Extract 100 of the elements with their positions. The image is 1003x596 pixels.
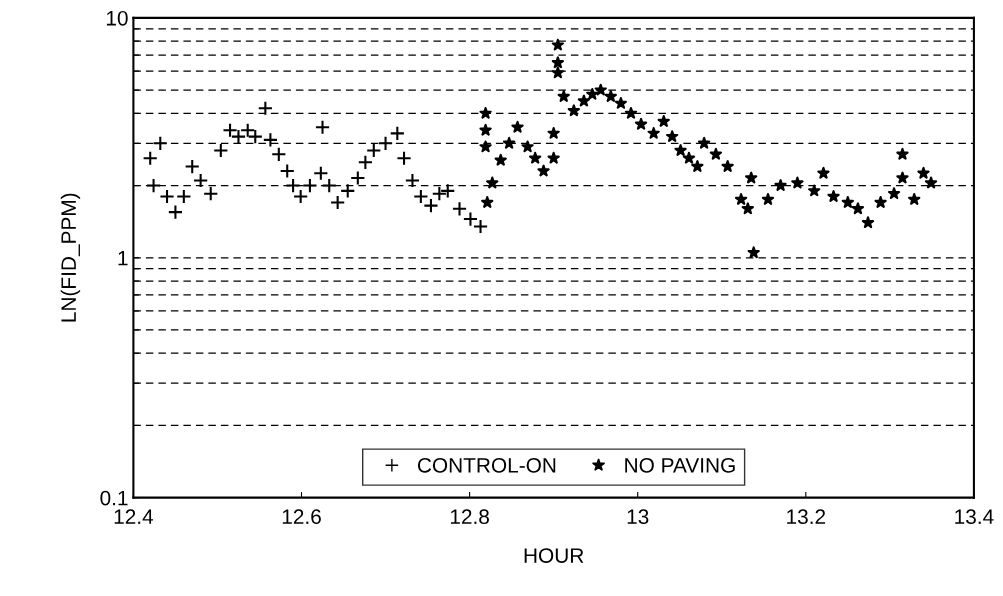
point <box>887 187 901 200</box>
point <box>302 177 318 194</box>
point <box>851 202 865 215</box>
point <box>917 166 930 179</box>
point <box>396 150 412 166</box>
point <box>647 126 660 139</box>
point <box>745 171 758 184</box>
point <box>314 119 331 135</box>
point <box>285 177 301 194</box>
point <box>529 151 542 164</box>
point <box>486 176 499 189</box>
point <box>614 96 628 109</box>
point <box>586 87 599 100</box>
x-tick-label: 12.8 <box>450 509 489 525</box>
point <box>313 165 329 181</box>
point <box>924 176 938 189</box>
x-tick-label: 12.6 <box>282 509 321 525</box>
point <box>734 193 748 205</box>
point <box>774 179 787 191</box>
y-tick-label: 10 <box>106 10 128 26</box>
point <box>462 211 479 227</box>
point <box>413 188 429 205</box>
x-tick-label: 13.4 <box>955 509 994 525</box>
point <box>389 125 405 142</box>
point <box>340 183 356 199</box>
point <box>472 218 489 235</box>
point <box>257 100 273 116</box>
point <box>366 142 382 159</box>
point <box>167 204 184 220</box>
point <box>431 186 447 202</box>
point <box>222 122 238 138</box>
point <box>350 170 366 186</box>
point <box>709 147 723 160</box>
point <box>557 90 570 102</box>
x-tick-label: 13 <box>627 509 649 525</box>
point <box>908 193 921 205</box>
point <box>604 90 617 102</box>
point <box>262 132 279 148</box>
point <box>721 160 734 172</box>
point <box>479 140 492 153</box>
point <box>791 176 804 189</box>
point <box>494 153 507 166</box>
point <box>247 128 263 145</box>
legend-label: NO PAVING <box>625 457 735 473</box>
point <box>817 166 830 179</box>
point <box>666 130 679 142</box>
point <box>874 196 887 208</box>
point <box>808 184 821 197</box>
point <box>551 38 565 51</box>
point <box>481 196 494 208</box>
point <box>213 142 229 159</box>
point <box>377 135 394 151</box>
point <box>747 246 760 259</box>
point <box>624 106 638 119</box>
point <box>682 151 696 164</box>
point <box>761 193 775 205</box>
point <box>321 177 337 194</box>
point <box>330 194 346 211</box>
point <box>577 94 591 107</box>
point <box>502 136 516 149</box>
point <box>152 135 168 151</box>
point <box>404 172 421 189</box>
point <box>203 186 219 202</box>
point <box>451 201 468 217</box>
point <box>159 188 175 205</box>
point <box>279 163 295 179</box>
point <box>423 197 439 214</box>
point <box>594 83 607 96</box>
point <box>861 216 875 229</box>
x-tick-label: 12.4 <box>114 509 154 524</box>
point <box>827 190 840 202</box>
point <box>193 172 209 189</box>
legend-label: CONTROL-ON <box>417 457 556 473</box>
point <box>697 136 711 149</box>
point <box>896 147 909 160</box>
y-axis-title: LN(FID_PPM) <box>60 193 81 322</box>
point <box>440 183 456 199</box>
point <box>142 150 158 166</box>
point <box>634 117 648 130</box>
point <box>293 188 309 205</box>
point <box>521 140 534 153</box>
y-tick-label: 1 <box>118 250 128 266</box>
point <box>357 154 374 170</box>
point <box>145 177 162 194</box>
point <box>691 160 704 172</box>
point <box>547 126 560 139</box>
y-tick-label: 0.1 <box>100 490 128 506</box>
point <box>741 202 754 215</box>
point <box>551 56 565 69</box>
point <box>479 106 492 119</box>
point <box>479 123 492 136</box>
point <box>511 120 524 133</box>
point <box>896 171 909 184</box>
point <box>551 66 565 79</box>
point <box>184 158 200 175</box>
point <box>674 144 687 156</box>
point <box>547 151 560 164</box>
x-tick-label: 13.2 <box>787 509 826 525</box>
point <box>567 104 580 117</box>
point <box>657 115 670 127</box>
